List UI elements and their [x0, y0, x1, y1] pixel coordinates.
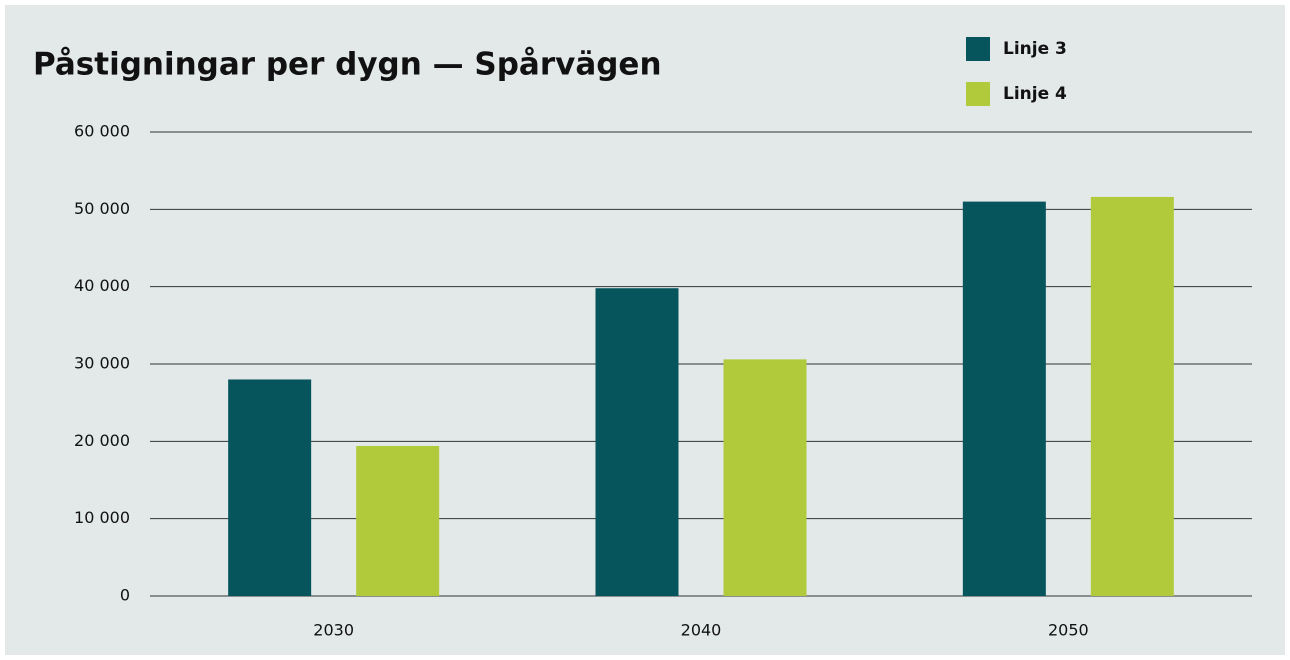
- chart-title: Påstigningar per dygn — Spårvägen: [33, 47, 662, 83]
- y-tick-label: 20 000: [74, 431, 130, 450]
- legend-swatch: [966, 82, 990, 106]
- bar: [356, 445, 440, 596]
- bar: [595, 288, 679, 596]
- y-tick-label: 0: [120, 586, 130, 605]
- x-tick-label: 2040: [681, 621, 722, 640]
- legend-label: Linje 4: [1003, 84, 1067, 104]
- y-tick-label: 10 000: [74, 508, 130, 527]
- legend-swatch: [966, 37, 990, 61]
- legend-label: Linje 3: [1003, 39, 1067, 59]
- bar: [1090, 196, 1174, 596]
- bar: [228, 379, 312, 596]
- x-tick-label: 2030: [313, 621, 354, 640]
- y-tick-label: 30 000: [74, 354, 130, 373]
- bar: [723, 359, 807, 596]
- bar: [962, 201, 1046, 596]
- x-tick-label: 2050: [1048, 621, 1089, 640]
- y-tick-label: 60 000: [74, 122, 130, 141]
- y-tick-label: 50 000: [74, 199, 130, 218]
- y-tick-label: 40 000: [74, 276, 130, 295]
